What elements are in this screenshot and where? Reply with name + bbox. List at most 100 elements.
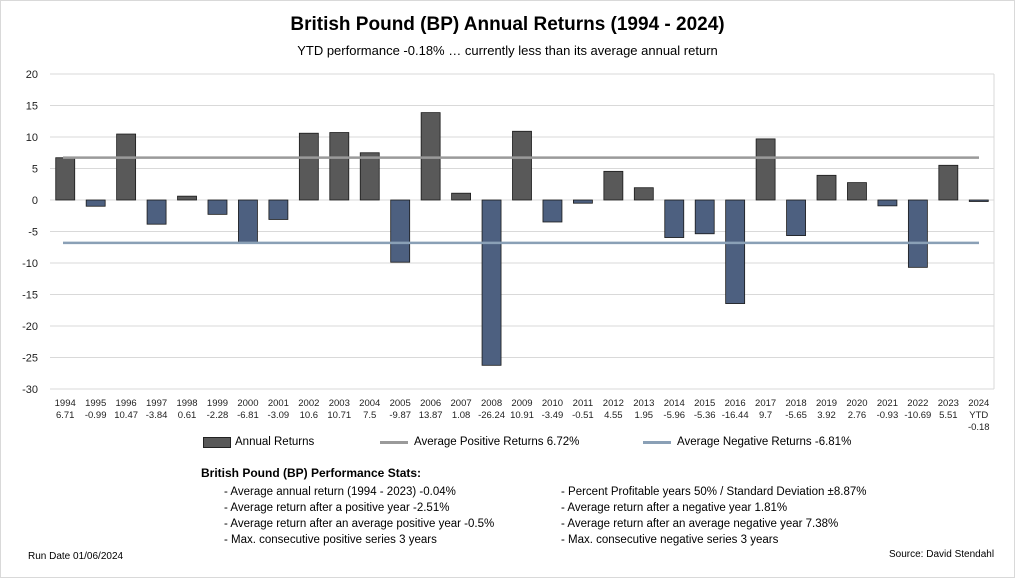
data-label: -0.51 [572, 410, 594, 421]
x-tick-label: 2009 [511, 398, 532, 409]
x-tick-label: 2001 [268, 398, 289, 409]
legend-avg-negative-label: Average Negative Returns -6.81% [677, 436, 852, 448]
x-tick-label: 2015 [694, 398, 715, 409]
x-tick-label: 2021 [877, 398, 898, 409]
data-label: -26.24 [478, 410, 505, 421]
data-label: -0.99 [85, 410, 107, 421]
y-tick-label: -20 [22, 321, 38, 333]
bar-2023 [938, 164, 959, 201]
x-tick-label: 2019 [816, 398, 837, 409]
bar-1998 [177, 195, 197, 201]
x-tick-sublabel: YTD [969, 410, 988, 421]
run-date: Run Date 01/06/2024 [28, 551, 124, 562]
bar-2015 [694, 199, 715, 235]
stat-left-4: - Max. consecutive positive series 3 yea… [224, 534, 437, 546]
x-tick-label: 2003 [329, 398, 350, 409]
data-label: 6.71 [56, 410, 75, 421]
data-label: 7.5 [363, 410, 376, 421]
bar-1999 [207, 199, 228, 215]
x-tick-label: 2012 [603, 398, 624, 409]
data-label: 10.6 [300, 410, 319, 421]
y-tick-label: -25 [22, 353, 38, 365]
data-label: 5.51 [939, 410, 958, 421]
x-tick-label: 1994 [55, 398, 76, 409]
stat-right-3: - Average return after an average negati… [561, 518, 839, 530]
bar-2012 [603, 170, 624, 201]
bar-2013 [633, 187, 654, 201]
data-label: -6.81 [237, 410, 259, 421]
stat-right-1: - Percent Profitable years 50% / Standar… [561, 486, 867, 498]
bar-2020 [847, 182, 867, 201]
x-tick-label: 2017 [755, 398, 776, 409]
bar-2010 [542, 199, 563, 223]
x-tick-label: 2002 [298, 398, 319, 409]
x-tick-label: 1998 [176, 398, 197, 409]
y-tick-label: 5 [32, 164, 38, 176]
data-label: -3.09 [268, 410, 290, 421]
data-label: -5.36 [694, 410, 716, 421]
data-label: -16.44 [722, 410, 749, 421]
data-label: 13.87 [419, 410, 443, 421]
legend-avg-negative: Average Negative Returns -6.81% [643, 436, 851, 448]
data-label: -3.49 [542, 410, 564, 421]
data-label: -5.96 [663, 410, 685, 421]
bar-2021 [877, 199, 898, 207]
legend-avg-positive-label: Average Positive Returns 6.72% [414, 436, 580, 448]
stat-left-1: - Average annual return (1994 - 2023) -0… [224, 486, 456, 498]
legend-avg-positive: Average Positive Returns 6.72% [380, 436, 579, 448]
x-tick-label: 2008 [481, 398, 502, 409]
x-tick-label: 2004 [359, 398, 380, 409]
bar-chart: 20151050-5-10-15-20-25-3019946.711995-0.… [22, 69, 995, 433]
bar-1995 [85, 199, 106, 207]
x-tick-label: 2016 [725, 398, 746, 409]
bar-2014 [664, 199, 685, 238]
bar-2008 [481, 199, 502, 366]
data-label: -9.87 [389, 410, 411, 421]
y-tick-label: 15 [26, 101, 38, 113]
bar-2007 [451, 192, 471, 201]
x-tick-label: 2024 [968, 398, 989, 409]
bar-2005 [390, 199, 411, 263]
data-label: -2.28 [207, 410, 229, 421]
x-tick-label: 2007 [451, 398, 472, 409]
bar-1996 [116, 133, 137, 201]
x-tick-label: 2022 [907, 398, 928, 409]
bar-2004 [359, 152, 380, 201]
x-tick-label: 1995 [85, 398, 106, 409]
y-tick-label: -30 [22, 384, 38, 396]
data-label: 10.47 [114, 410, 138, 421]
x-tick-label: 2013 [633, 398, 654, 409]
x-tick-label: 2010 [542, 398, 563, 409]
y-tick-label: -5 [28, 227, 38, 239]
legend-negative-line-swatch [643, 440, 671, 444]
stat-right-2: - Average return after a negative year 1… [561, 502, 788, 514]
x-tick-label: 2006 [420, 398, 441, 409]
bar-2017 [755, 138, 776, 201]
y-tick-label: 20 [26, 69, 38, 81]
data-label: -0.18 [968, 422, 990, 433]
legend-annual-returns: Annual Returns [203, 436, 314, 448]
y-tick-label: -15 [22, 290, 38, 302]
data-label: -0.93 [877, 410, 899, 421]
bar-2003 [329, 132, 350, 201]
chart-title: British Pound (BP) Annual Returns (1994 … [290, 14, 725, 35]
x-tick-label: 1999 [207, 398, 228, 409]
stat-left-3: - Average return after an average positi… [224, 518, 495, 530]
data-label: 10.71 [327, 410, 351, 421]
bar-2001 [268, 199, 289, 220]
x-tick-label: 2020 [846, 398, 867, 409]
data-label: 0.61 [178, 410, 197, 421]
stats-title: British Pound (BP) Performance Stats: [201, 466, 422, 480]
x-tick-label: 2018 [785, 398, 806, 409]
y-tick-label: -10 [22, 258, 38, 270]
stat-left-2: - Average return after a positive year -… [224, 502, 450, 514]
bar-2009 [512, 130, 532, 201]
bar-2024 [968, 199, 989, 202]
legend-annual-label: Annual Returns [235, 436, 315, 448]
stat-right-4: - Max. consecutive negative series 3 yea… [561, 534, 779, 546]
bar-2019 [816, 174, 837, 201]
data-label: -10.69 [904, 410, 931, 421]
legend-positive-line-swatch [380, 440, 408, 444]
data-label: -3.84 [146, 410, 168, 421]
x-tick-label: 2000 [237, 398, 258, 409]
